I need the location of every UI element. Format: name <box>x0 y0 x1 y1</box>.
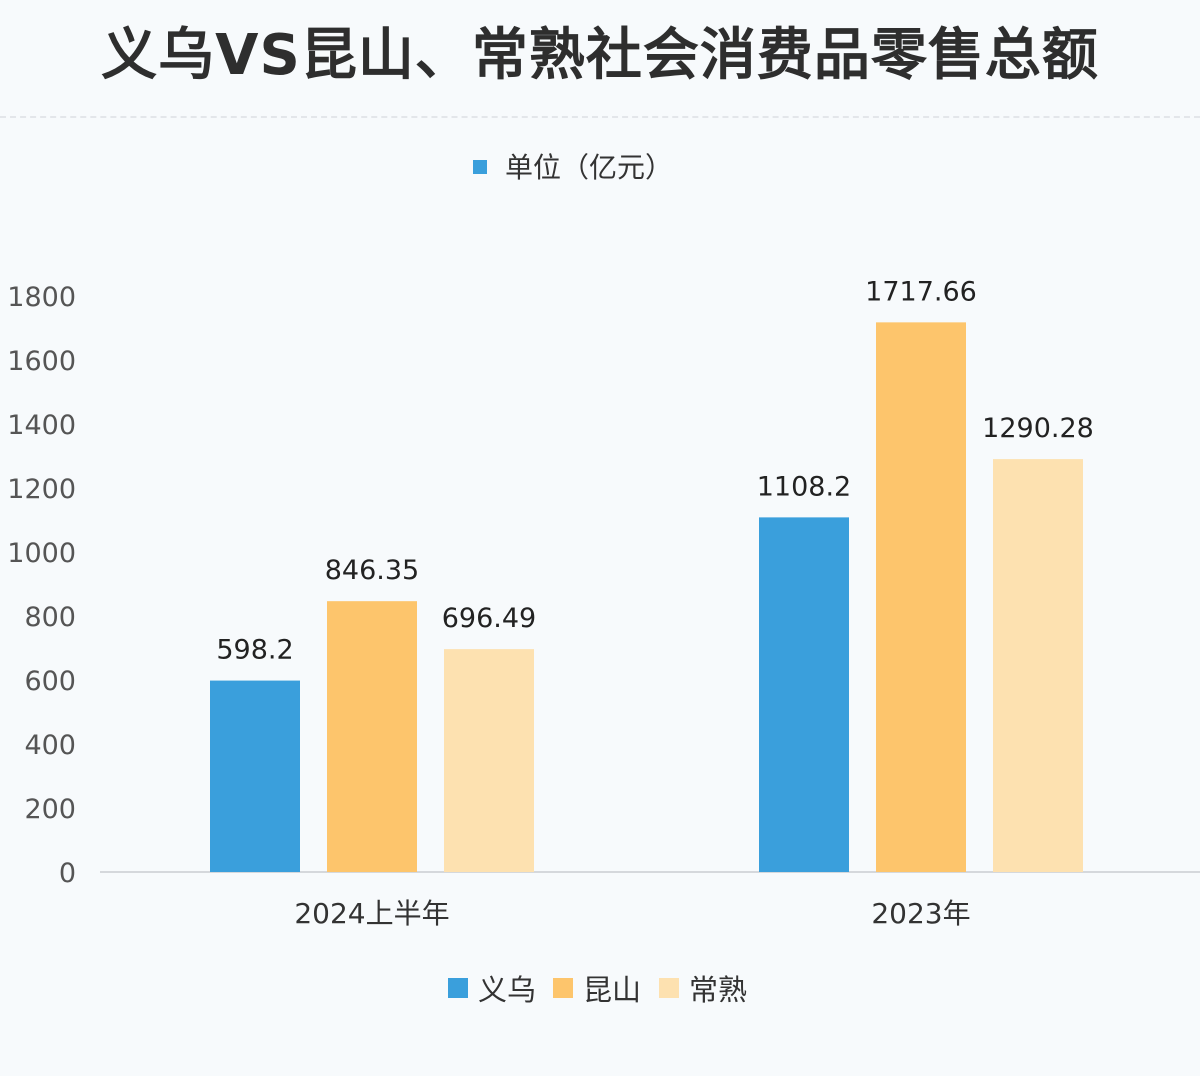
y-tick-label: 400 <box>24 730 76 761</box>
unit-legend-swatch <box>473 160 487 174</box>
legend-swatch-义乌 <box>448 978 468 998</box>
data-label: 1108.2 <box>757 471 851 502</box>
y-tick-label: 800 <box>24 602 76 633</box>
legend-label: 昆山 <box>583 973 641 1007</box>
unit-legend-label: 单位（亿元） <box>505 151 673 184</box>
y-tick-label: 1800 <box>7 282 76 313</box>
x-tick-label: 2024上半年 <box>294 897 449 930</box>
bar-昆山-2023年 <box>876 322 966 873</box>
title-divider <box>0 116 1200 118</box>
legend-label: 义乌 <box>478 973 536 1007</box>
bar-义乌-2024上半年 <box>210 680 300 872</box>
bar-义乌-2023年 <box>759 517 849 872</box>
data-label: 846.35 <box>325 555 419 586</box>
legend-label: 常熟 <box>689 973 747 1007</box>
chart-title: 义乌VS昆山、常熟社会消费品零售总额 <box>101 23 1099 88</box>
data-label: 598.2 <box>216 635 293 666</box>
y-tick-label: 0 <box>59 858 76 889</box>
legend-swatch-常熟 <box>659 978 679 998</box>
data-label: 696.49 <box>442 603 536 634</box>
bar-常熟-2023年 <box>993 459 1083 872</box>
legend-swatch-昆山 <box>553 978 573 998</box>
x-tick-label: 2023年 <box>871 897 970 930</box>
y-tick-label: 200 <box>24 794 76 825</box>
y-tick-label: 1400 <box>7 410 76 441</box>
y-tick-label: 1000 <box>7 538 76 569</box>
bar-常熟-2024上半年 <box>444 649 534 872</box>
bar-昆山-2024上半年 <box>327 601 417 872</box>
y-tick-label: 1600 <box>7 346 76 377</box>
data-label: 1290.28 <box>982 413 1094 444</box>
data-label: 1717.66 <box>865 276 977 307</box>
y-tick-label: 1200 <box>7 474 76 505</box>
y-tick-label: 600 <box>24 666 76 697</box>
